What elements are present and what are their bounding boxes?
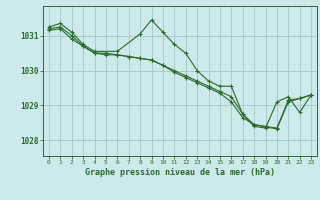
X-axis label: Graphe pression niveau de la mer (hPa): Graphe pression niveau de la mer (hPa) bbox=[85, 168, 275, 177]
